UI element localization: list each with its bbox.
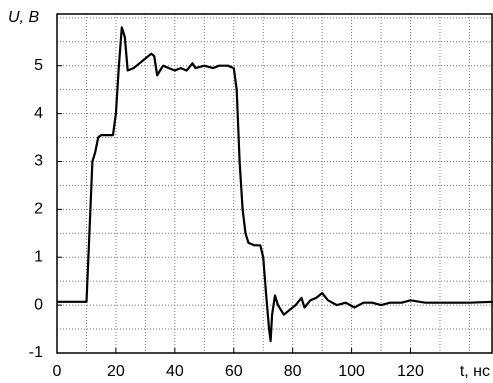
plot-frame — [56, 13, 493, 354]
y-tick-label: 2 — [34, 201, 43, 218]
y-tick-label: 5 — [34, 57, 43, 74]
y-tick-label: -1 — [29, 344, 43, 361]
x-tick-label: 100 — [338, 363, 365, 380]
y-tick-label: 0 — [34, 296, 43, 313]
x-tick-label: 20 — [107, 363, 125, 380]
y-tick-label: 1 — [34, 248, 43, 265]
x-tick-label: 120 — [397, 363, 424, 380]
y-axis-label: U, В — [8, 9, 39, 26]
y-tick-label: 3 — [34, 153, 43, 170]
x-tick-label: 60 — [225, 363, 243, 380]
data-line — [57, 26, 493, 343]
y-tick-label: 4 — [34, 105, 43, 122]
x-tick-label: 40 — [166, 363, 184, 380]
x-tick-label: 80 — [284, 363, 302, 380]
x-tick-label: 0 — [53, 363, 62, 380]
x-axis-label: t, нс — [460, 363, 490, 380]
